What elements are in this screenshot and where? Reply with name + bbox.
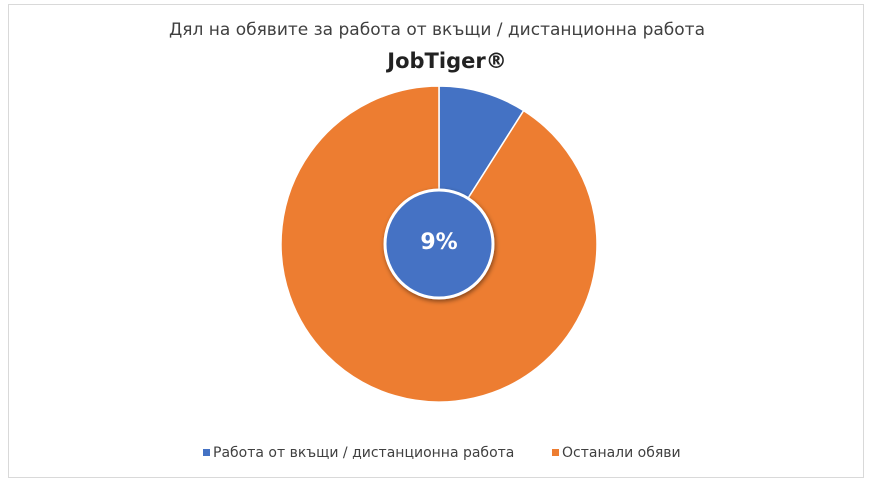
logo: JobTiger®	[385, 49, 506, 73]
label-badge	[383, 188, 495, 300]
legend-swatch	[203, 449, 210, 456]
chart-title: Дял на обявите за работа от вкъщи / дист…	[169, 20, 705, 40]
legend-label: Останали обяви	[562, 445, 681, 461]
data-label: 9%	[420, 230, 457, 255]
pie: 9%	[280, 85, 598, 403]
legend-label: Работа от вкъщи / дистанционна работа	[213, 445, 514, 461]
legend: Работа от вкъщи / дистанционна работа Ост…	[203, 445, 681, 461]
legend-swatch	[552, 449, 559, 456]
